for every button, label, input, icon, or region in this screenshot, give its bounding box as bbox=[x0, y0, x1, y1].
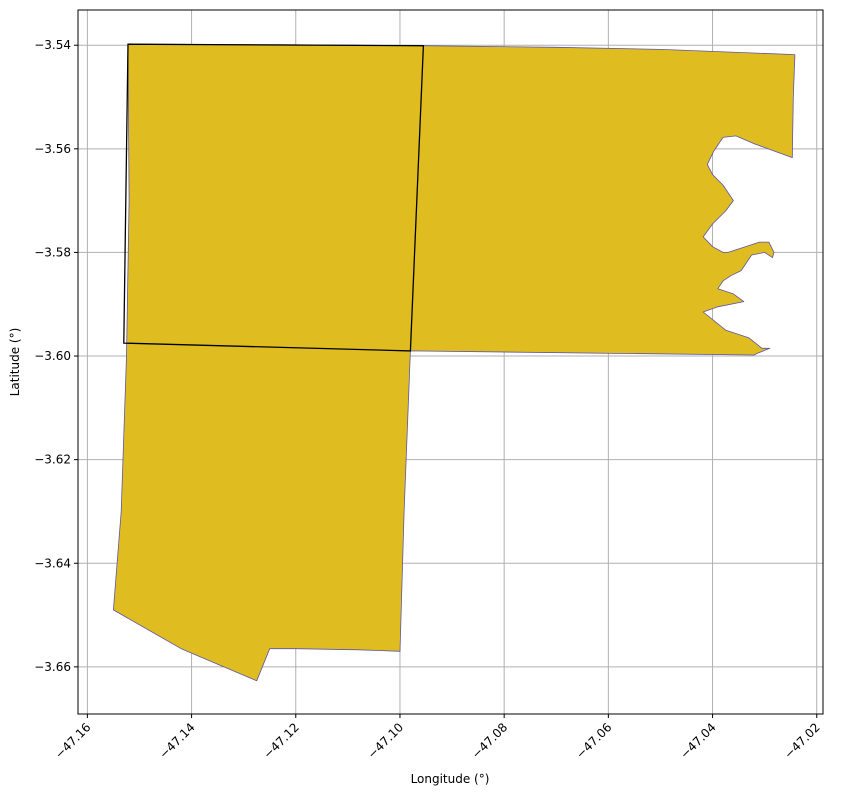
plot-frame bbox=[77, 9, 824, 715]
y-tick-label: −3.60 bbox=[34, 349, 71, 363]
y-tick-label: −3.58 bbox=[34, 245, 71, 259]
y-axis-title: Latitude (°) bbox=[8, 328, 22, 397]
map-region bbox=[113, 43, 796, 682]
x-axis-title: Longitude (°) bbox=[411, 772, 490, 786]
highlight-cell bbox=[123, 43, 425, 352]
y-tick-label: −3.54 bbox=[34, 38, 71, 52]
y-tick-label: −3.62 bbox=[34, 453, 71, 467]
y-tick-label: −3.66 bbox=[34, 660, 71, 674]
highlighted-cells bbox=[123, 43, 425, 352]
y-tick-label: −3.56 bbox=[34, 142, 71, 156]
region-polygon bbox=[113, 43, 796, 682]
y-tick-label: −3.64 bbox=[34, 556, 71, 570]
